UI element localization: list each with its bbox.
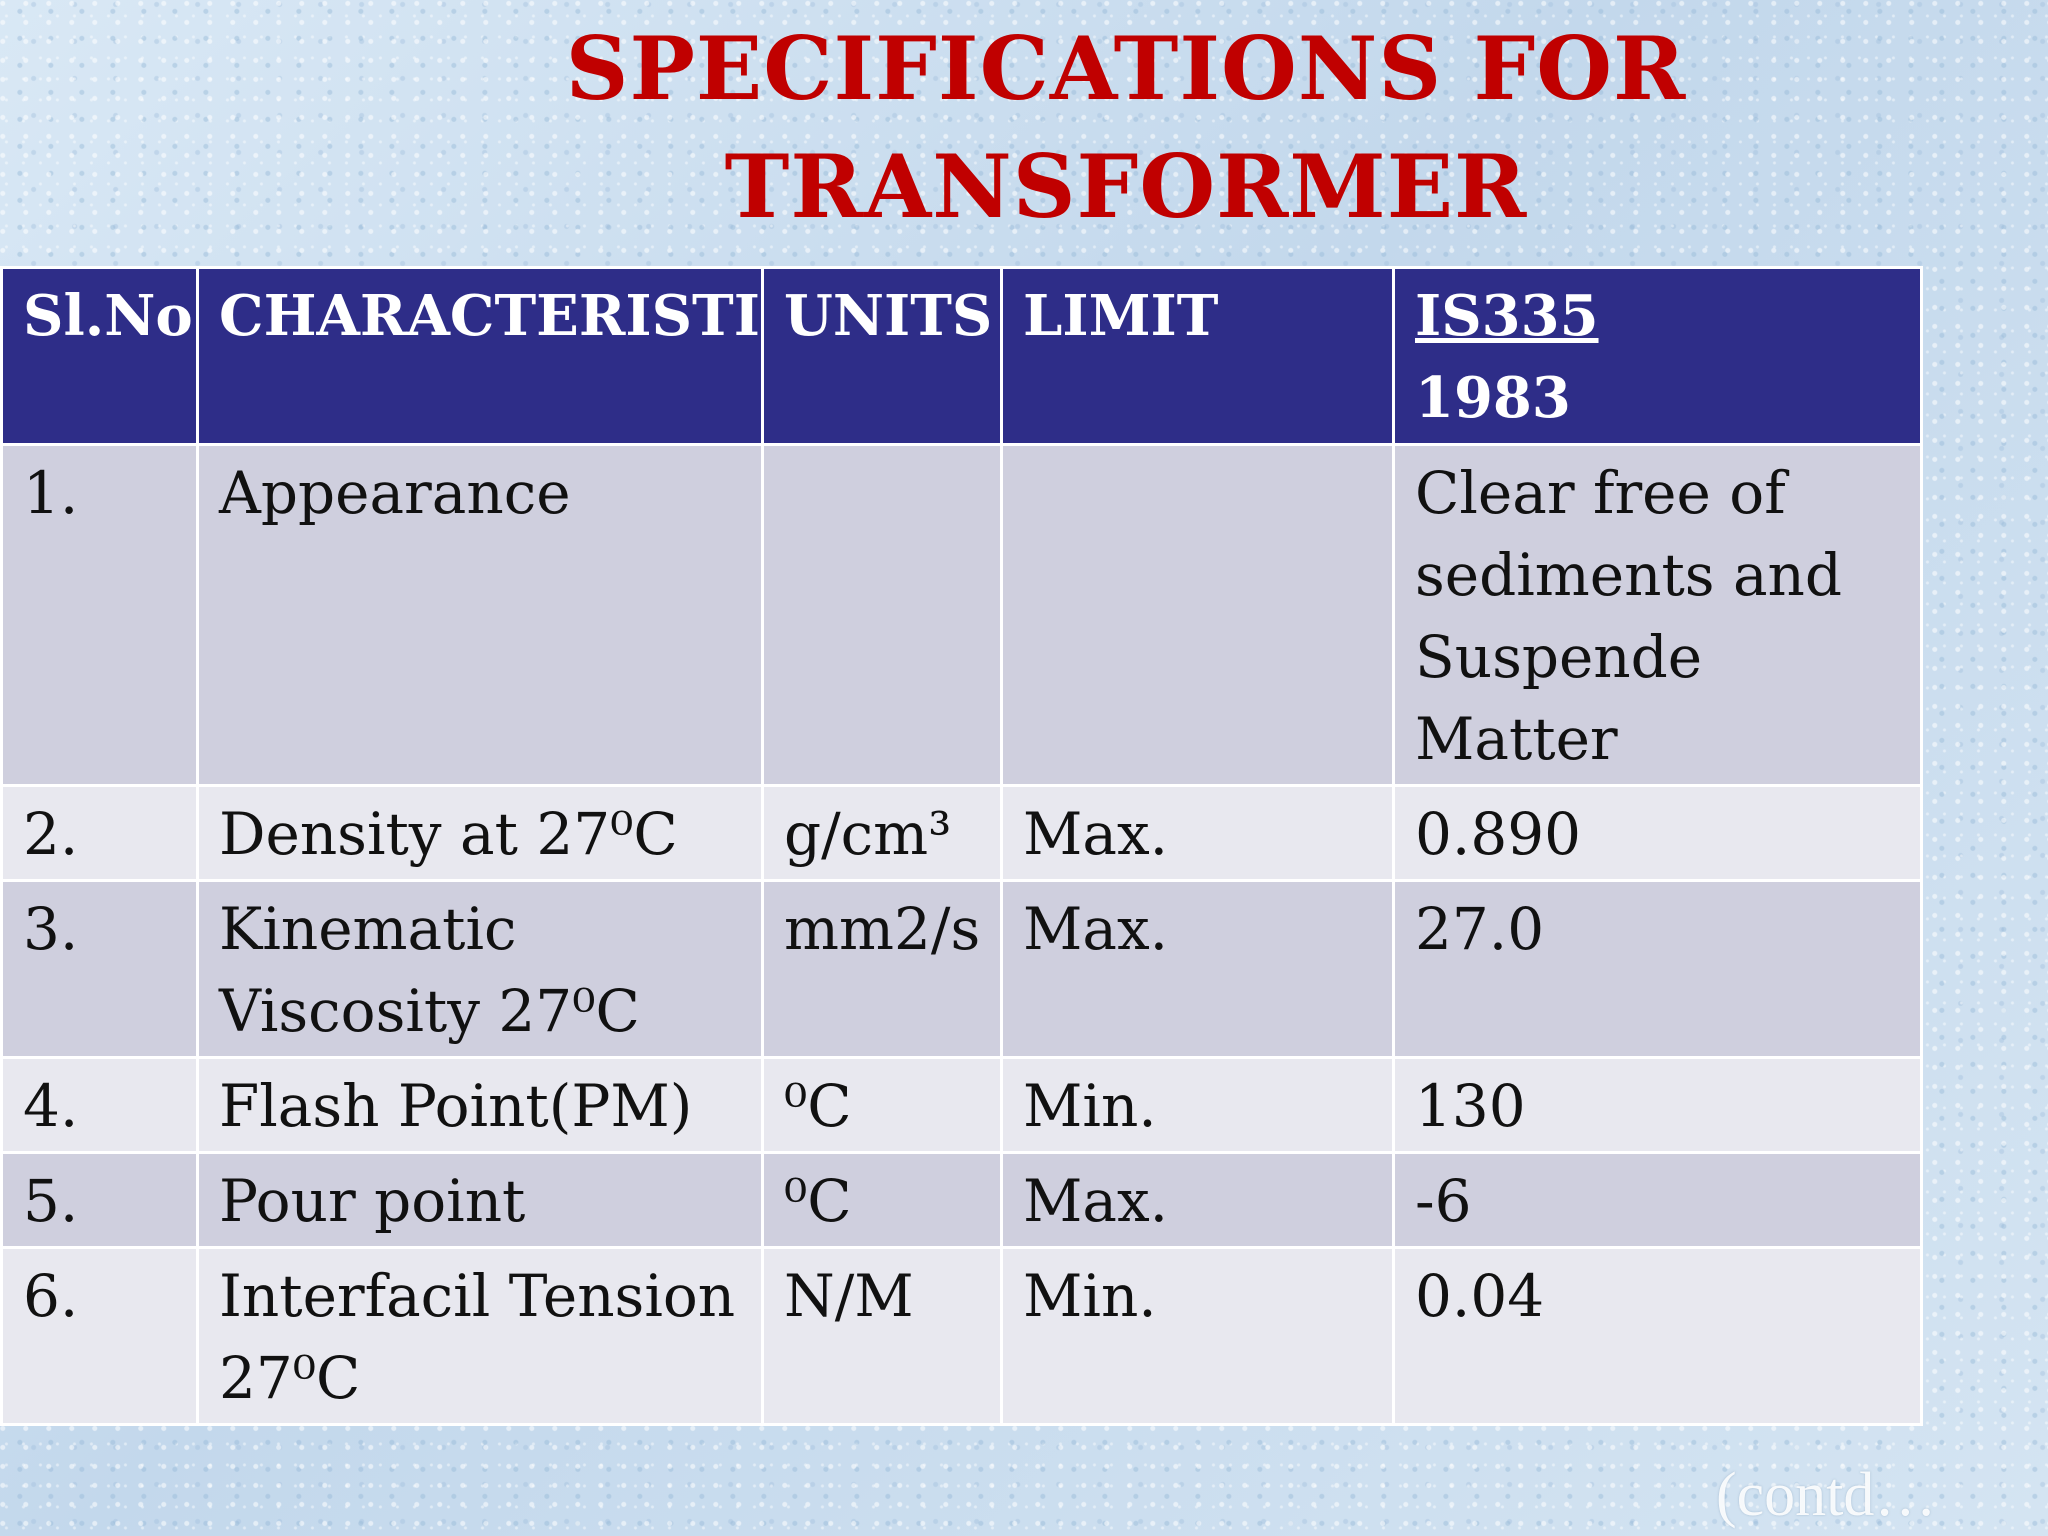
header-standard-year: 1983	[1415, 365, 1571, 431]
cell-slno: 3.	[0, 879, 199, 1059]
continued-note: (contd…	[1716, 1461, 1937, 1529]
table-row: 3. Kinematic Viscosity 27⁰C mm2/s Max. 27.0	[0, 879, 1923, 1059]
cell-value: 0.890	[1392, 784, 1923, 882]
header-characteristics: CHARACTERISTICS	[196, 266, 764, 446]
title-line-1: SPECIFICATIONS FOR TRANSFORMER	[565, 17, 1687, 238]
header-slno: Sl.No	[0, 266, 199, 446]
header-standard-code: IS335	[1415, 283, 1599, 349]
table-row: 1. Appearance Clear free of sediments and …	[0, 443, 1923, 787]
cell-characteristic: Density at 27⁰C	[196, 784, 764, 882]
cell-limit: Max.	[1000, 879, 1395, 1059]
cell-limit	[1000, 443, 1395, 787]
cell-value: 0.04	[1392, 1246, 1923, 1426]
cell-limit: Max.	[1000, 784, 1395, 882]
table-header: Sl.No CHARACTERISTICS UNITS LIMIT IS335 …	[0, 266, 1923, 446]
cell-value: -6	[1392, 1151, 1923, 1249]
table-row: 6. Interfacil Tension 27⁰C N/M Min. 0.04	[0, 1246, 1923, 1426]
cell-characteristic: Flash Point(PM)	[196, 1056, 764, 1154]
cell-slno: 1.	[0, 443, 199, 787]
cell-characteristic: Pour point	[196, 1151, 764, 1249]
cell-value: 130	[1392, 1056, 1923, 1154]
table-row: 5. Pour point ⁰C Max. -6	[0, 1151, 1923, 1249]
cell-characteristic: Kinematic Viscosity 27⁰C	[196, 879, 764, 1059]
cell-unit	[761, 443, 1003, 787]
table-body: 1. Appearance Clear free of sediments and …	[0, 443, 1923, 1426]
cell-limit: Min.	[1000, 1056, 1395, 1154]
cell-unit: ⁰C	[761, 1151, 1003, 1249]
table-row: 4. Flash Point(PM) ⁰C Min. 130	[0, 1056, 1923, 1154]
table-row: 2. Density at 27⁰C g/cm³ Max. 0.890	[0, 784, 1923, 882]
header-standard: IS335 1983	[1392, 266, 1923, 446]
cell-value: Clear free of sediments and Suspende Mat…	[1392, 443, 1923, 787]
cell-characteristic: Appearance	[196, 443, 764, 787]
cell-limit: Max.	[1000, 1151, 1395, 1249]
cell-slno: 4.	[0, 1056, 199, 1154]
header-limit: LIMIT	[1000, 266, 1395, 446]
cell-value: 27.0	[1392, 879, 1923, 1059]
cell-limit: Min.	[1000, 1246, 1395, 1426]
cell-slno: 2.	[0, 784, 199, 882]
cell-unit: mm2/s	[761, 879, 1003, 1059]
specifications-table: Sl.No CHARACTERISTICS UNITS LIMIT IS335 …	[0, 266, 1923, 1426]
cell-unit: ⁰C	[761, 1056, 1003, 1154]
header-units: UNITS	[761, 266, 1003, 446]
cell-unit: N/M	[761, 1246, 1003, 1426]
cell-slno: 6.	[0, 1246, 199, 1426]
header-row: Sl.No CHARACTERISTICS UNITS LIMIT IS335 …	[0, 266, 1923, 446]
cell-characteristic: Interfacil Tension 27⁰C	[196, 1246, 764, 1426]
cell-slno: 5.	[0, 1151, 199, 1249]
cell-unit: g/cm³	[761, 784, 1003, 882]
